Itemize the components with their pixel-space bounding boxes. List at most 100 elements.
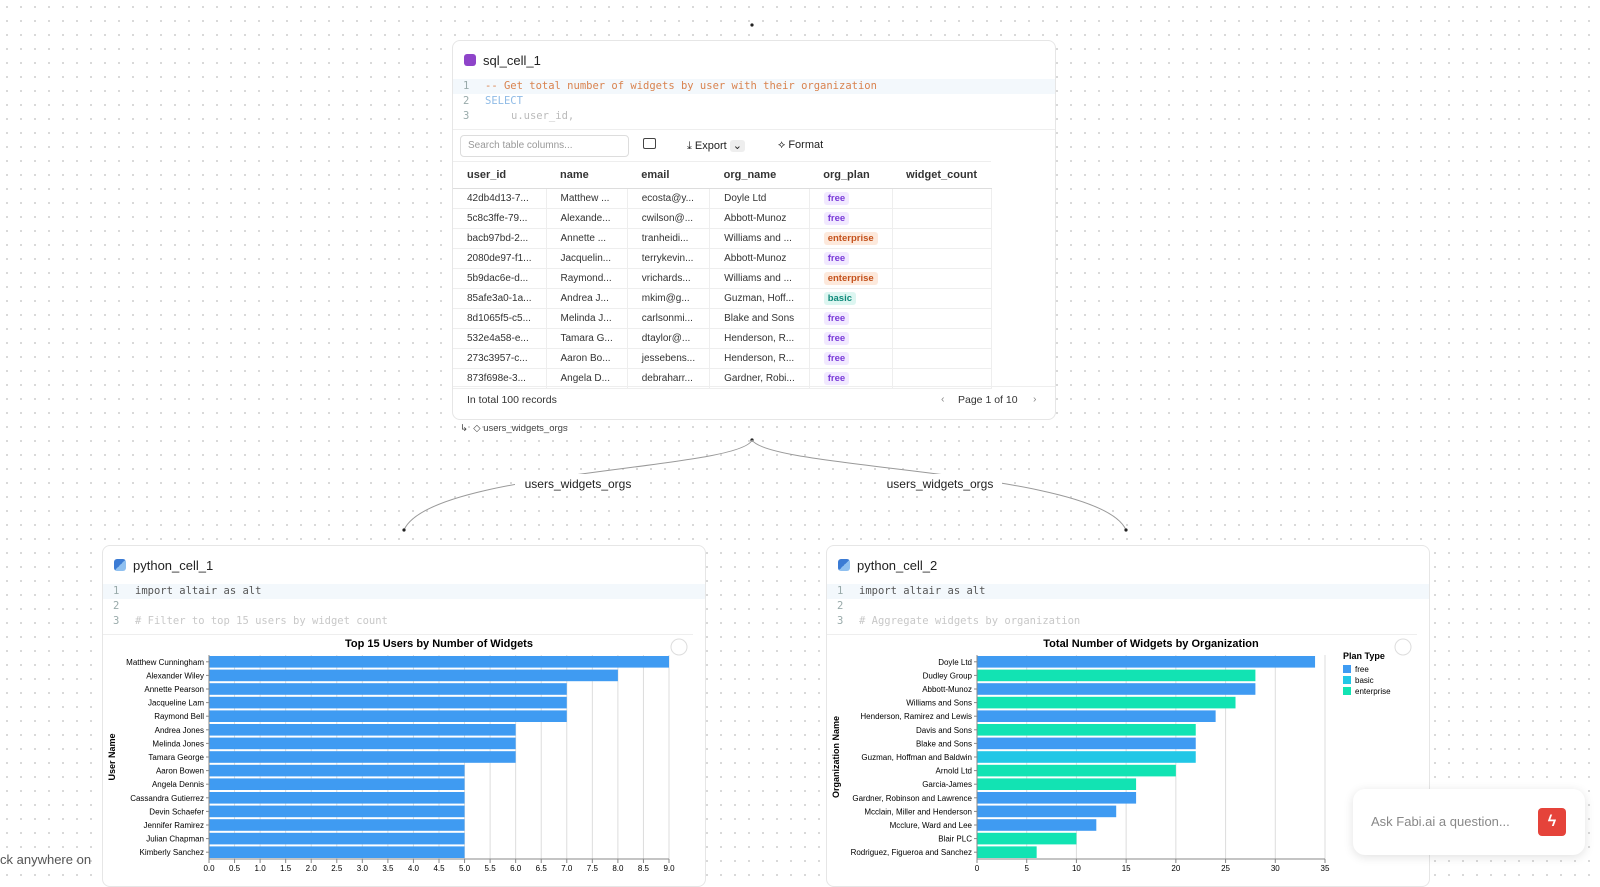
table-cell: Guzman, Hoff...	[709, 288, 810, 309]
line-number: 3	[113, 615, 120, 627]
bar	[209, 737, 516, 750]
table-cell: dtaylor@...	[627, 328, 711, 349]
line-number: 2	[837, 600, 844, 612]
table-cell: 873f698e-3...	[453, 368, 547, 389]
table-cell: free	[809, 188, 893, 209]
plan-badge: free	[823, 312, 850, 325]
table-cell: 532e4a58-e...	[453, 328, 547, 349]
table-cell	[892, 268, 992, 289]
code-text: # Filter to top 15 users by widget count	[135, 615, 388, 627]
x-tick-label: 6.0	[510, 864, 522, 873]
chart-menu[interactable]	[1394, 638, 1412, 656]
plan-badge: enterprise	[823, 232, 878, 245]
python-icon	[838, 559, 850, 571]
output-tag[interactable]: ↳ ◇ users_widgets_orgs	[460, 423, 568, 434]
table-cell: mkim@g...	[627, 288, 711, 309]
code-text: -- Get total number of widgets by user w…	[485, 80, 877, 92]
bar	[209, 751, 516, 763]
bar	[977, 778, 1137, 790]
column-header: name	[546, 161, 628, 189]
y-tick-label: Devin Schaefer	[149, 807, 204, 816]
table-cell: tranheidi...	[627, 228, 711, 249]
code-line: 3 # Filter to top 15 users by widget coun…	[103, 614, 705, 629]
table-cell: ecosta@y...	[627, 188, 711, 209]
bar	[209, 792, 465, 804]
expand-button[interactable]	[643, 138, 656, 149]
x-tick-label: 4.5	[433, 864, 445, 873]
column-header: user_id	[453, 161, 546, 189]
x-tick-label: 10	[1072, 864, 1081, 873]
y-tick-label: Gardner, Robinson and Lawrence	[852, 794, 972, 803]
table-cell: free	[809, 308, 893, 329]
x-tick-label: 7.5	[587, 864, 599, 873]
legend-swatch	[1343, 687, 1351, 695]
table-row: 532e4a58-e... Tamara G... dtaylor@... Hende…	[453, 328, 992, 349]
code: 1 import altair as alt 2 3 # Filter to top 1…	[103, 584, 705, 629]
table-cell: Tamara G...	[546, 328, 628, 349]
python-cell[interactable]: python_cell_2 1 import altair as alt 2 3 # Ag…	[826, 545, 1430, 887]
table-cell: enterprise	[809, 228, 893, 249]
table-cell: vrichards...	[627, 268, 711, 289]
chart-menu[interactable]	[670, 638, 688, 656]
y-tick-label: Davis and Sons	[916, 726, 972, 735]
bar	[209, 696, 567, 709]
table-row: bacb97bd-2... Annette ... tranheidi... Will…	[453, 228, 992, 249]
y-tick-label: Henderson, Ramirez and Lewis	[860, 712, 972, 721]
legend-label: basic	[1355, 676, 1374, 685]
table-cell: Abbott-Munoz	[709, 248, 810, 269]
table-row: 42db4d13-7... Matthew ... ecosta@y... Doyle…	[453, 188, 992, 209]
x-tick-label: 5.5	[485, 864, 497, 873]
format-label: Format	[788, 139, 824, 151]
y-tick-label: Julian Chapman	[146, 835, 204, 844]
bar	[209, 846, 465, 858]
line-number: 1	[113, 585, 120, 597]
x-tick-label: 5.0	[459, 864, 471, 873]
edge-label: users_widgets_orgs	[525, 477, 632, 491]
table-cell: 5b9dac6e-d...	[453, 268, 547, 289]
line-number: 2	[113, 600, 120, 612]
table-cell: 85afe3a0-1a...	[453, 288, 547, 309]
ask-box[interactable]: Ask Fabi.ai a question... ϟ	[1353, 789, 1585, 855]
table-cell: carlsonmi...	[627, 308, 711, 329]
table-row: 873f698e-3... Angela D... debraharr... Gard…	[453, 368, 992, 389]
y-tick-label: Blake and Sons	[916, 739, 972, 748]
legend-label: free	[1355, 665, 1369, 674]
x-tick-label: 25	[1221, 864, 1230, 873]
bar	[977, 710, 1216, 722]
table-cell: terrykevin...	[627, 248, 711, 269]
fabi-logo[interactable]: ϟ	[1538, 808, 1566, 836]
prev-page[interactable]: ‹	[941, 393, 945, 405]
next-page[interactable]: ›	[1033, 393, 1037, 405]
table-cell: free	[809, 368, 893, 389]
x-tick-label: 4.0	[408, 864, 420, 873]
y-tick-label: Annette Pearson	[144, 685, 204, 694]
code-line: 3 u.user_id,	[453, 109, 1055, 124]
y-tick-label: Kimberly Sanchez	[140, 848, 204, 857]
code-line: 1 -- Get total number of widgets by user …	[453, 79, 1055, 94]
chart-title: Top 15 Users by Number of Widgets	[345, 638, 533, 650]
x-tick-label: 20	[1171, 864, 1180, 873]
x-tick-label: 6.5	[536, 864, 548, 873]
column-header: org_plan	[809, 161, 893, 189]
hint-text: ck anywhere on	[0, 852, 92, 867]
bar	[209, 683, 567, 695]
plan-badge: free	[823, 212, 850, 225]
line-number: 3	[463, 110, 470, 122]
y-tick-label: Rodriguez, Figueroa and Sanchez	[851, 848, 972, 857]
export-button[interactable]: ⤓ Export ⌄	[687, 139, 745, 153]
line-number: 2	[463, 95, 470, 107]
bar	[977, 819, 1097, 831]
format-button[interactable]: ⟡ Format	[778, 139, 824, 151]
code[interactable]: 1 -- Get total number of widgets by user …	[453, 79, 1055, 124]
y-tick-label: Jacqueline Lam	[148, 699, 204, 708]
edge	[403, 439, 753, 531]
bar	[977, 737, 1196, 750]
sql-cell[interactable]: sql_cell_1 1 -- Get total number of widge…	[452, 40, 1056, 420]
bar	[977, 751, 1196, 763]
output-name: users_widgets_orgs	[483, 423, 568, 434]
search-input[interactable]: Search table columns...	[460, 135, 629, 157]
x-tick-label: 2.5	[331, 864, 343, 873]
python-cell[interactable]: python_cell_1 1 import altair as alt 2 3 # Fi…	[102, 545, 706, 887]
y-tick-label: Williams and Sons	[906, 699, 972, 708]
